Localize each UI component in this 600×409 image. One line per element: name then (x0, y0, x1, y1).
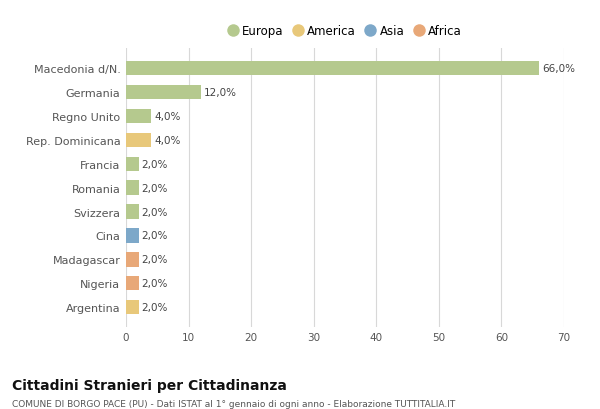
Bar (126, 300, 139, 315)
Text: 2,0%: 2,0% (142, 207, 168, 217)
Text: Cittadini Stranieri per Cittadinanza: Cittadini Stranieri per Cittadinanza (12, 378, 287, 392)
Text: 2,0%: 2,0% (142, 231, 168, 241)
Bar (126, 157, 139, 171)
Legend: Europa, America, Asia, Africa: Europa, America, Asia, Africa (224, 22, 466, 42)
Bar (126, 229, 139, 243)
Text: 4,0%: 4,0% (154, 112, 181, 121)
Text: 2,0%: 2,0% (142, 279, 168, 288)
Bar (126, 62, 539, 76)
Bar (126, 133, 151, 148)
Bar (126, 252, 139, 267)
Bar (126, 205, 139, 219)
Bar (126, 276, 139, 291)
Text: 2,0%: 2,0% (142, 183, 168, 193)
Text: COMUNE DI BORGO PACE (PU) - Dati ISTAT al 1° gennaio di ogni anno - Elaborazione: COMUNE DI BORGO PACE (PU) - Dati ISTAT a… (12, 399, 455, 408)
Bar (126, 110, 151, 124)
Text: 2,0%: 2,0% (142, 255, 168, 265)
Text: 2,0%: 2,0% (142, 159, 168, 169)
Text: 66,0%: 66,0% (542, 64, 575, 74)
Text: 12,0%: 12,0% (204, 88, 237, 98)
Bar (126, 85, 201, 100)
Text: 2,0%: 2,0% (142, 302, 168, 312)
Text: 4,0%: 4,0% (154, 135, 181, 146)
Bar (126, 181, 139, 195)
